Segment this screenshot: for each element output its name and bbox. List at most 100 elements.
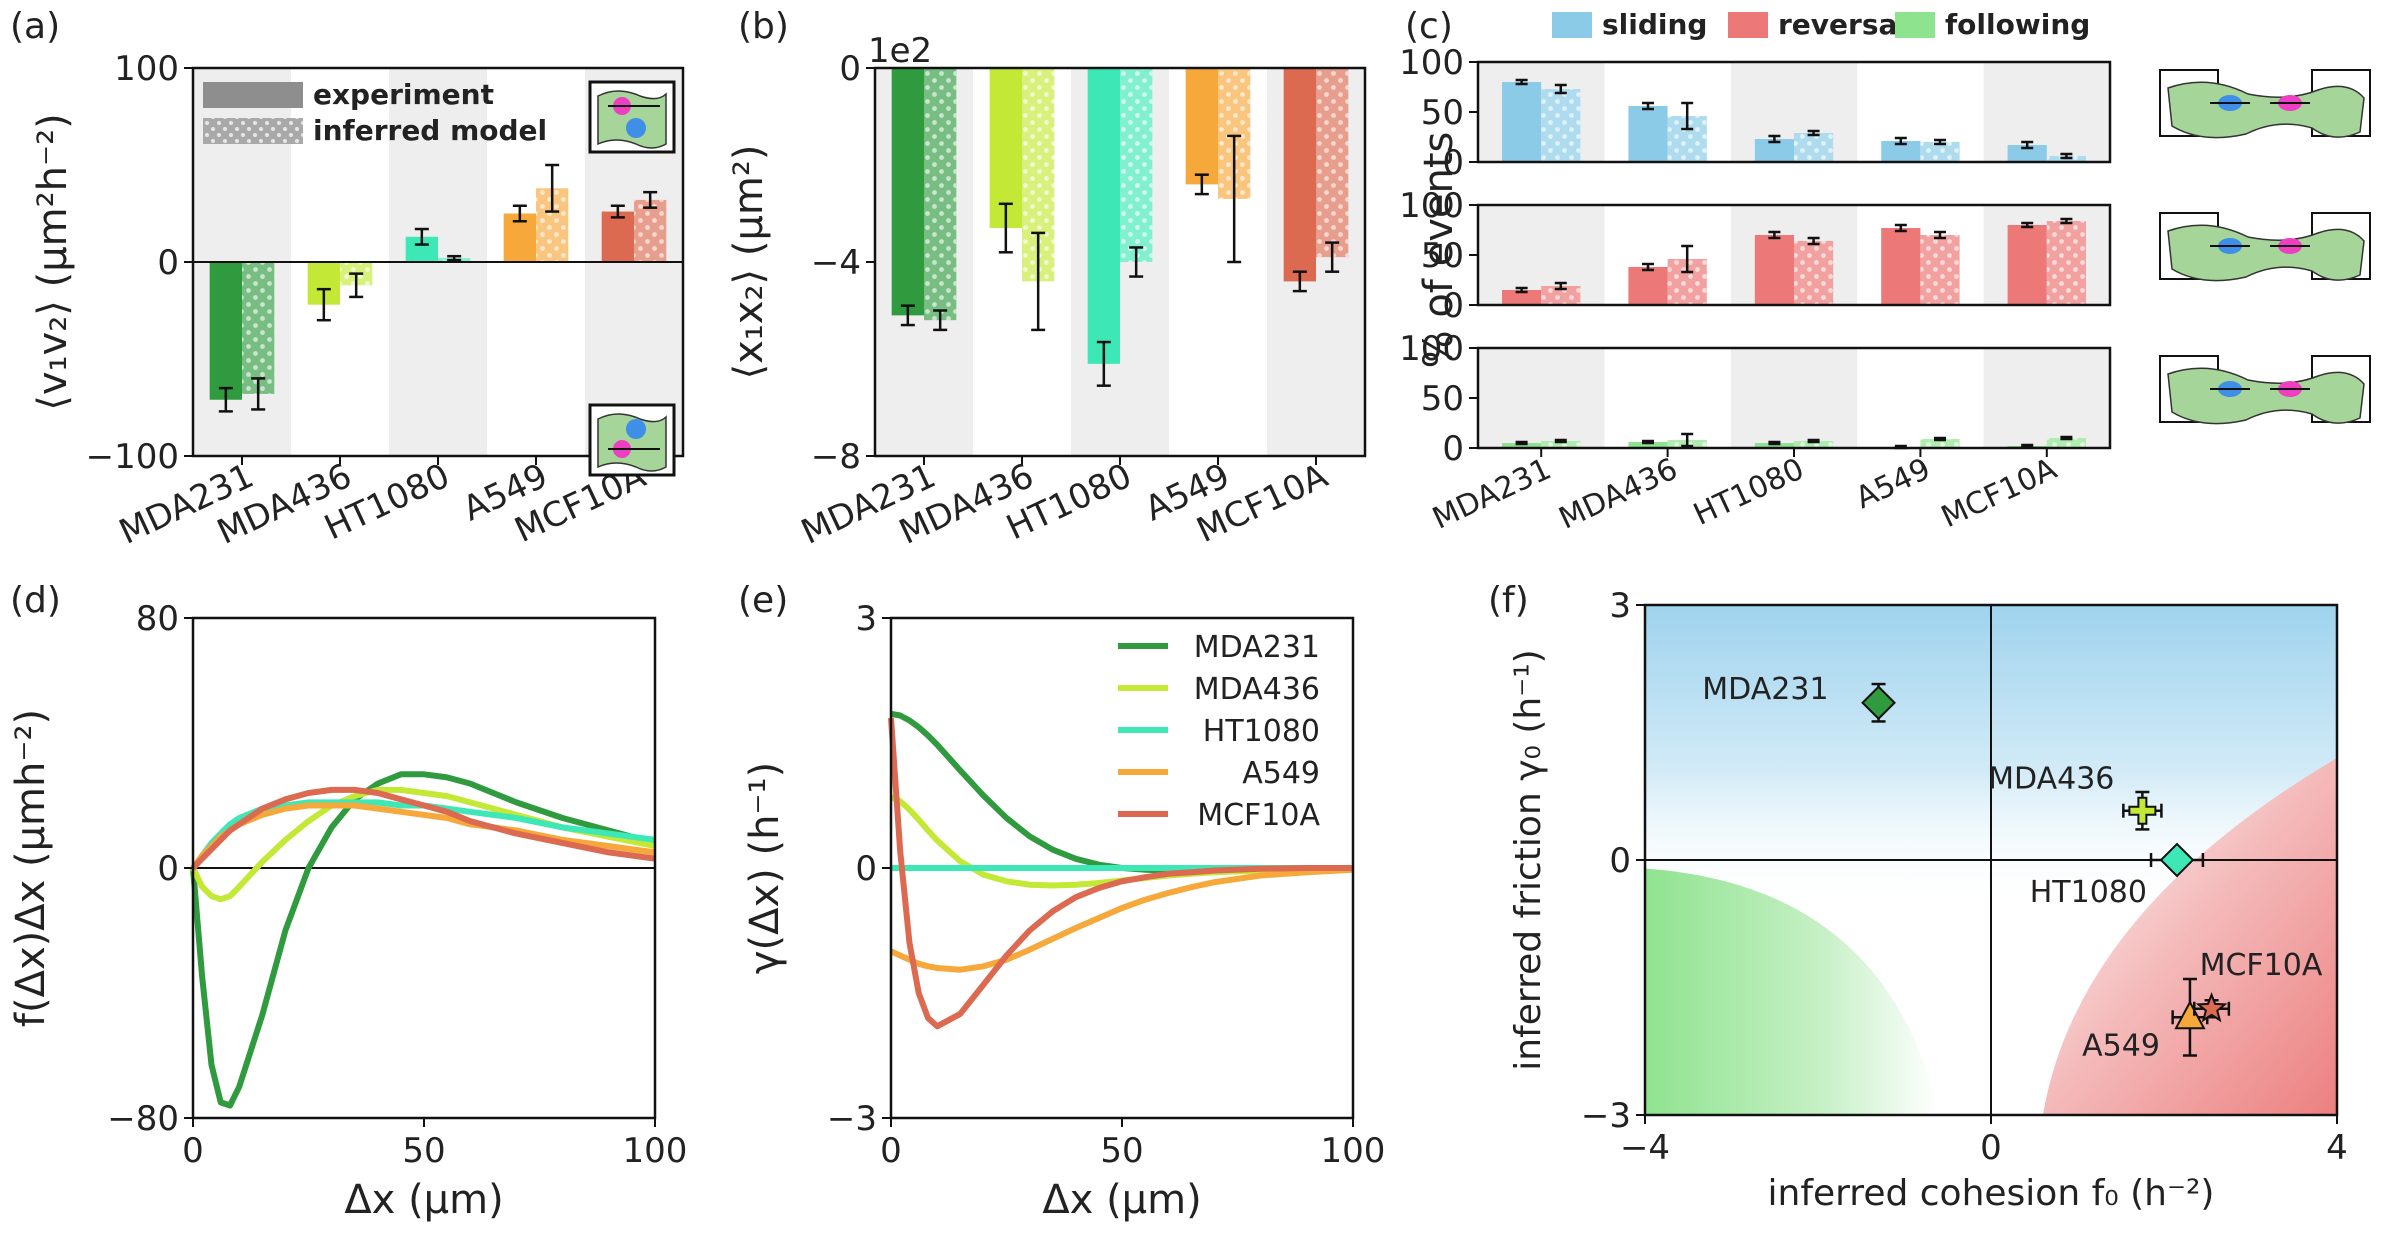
cell-shape [2167,367,2365,425]
bg-band [1983,348,2110,448]
legend-swatch-model [203,118,303,144]
y-axis-label: inferred friction γ₀ (h⁻¹) [1508,649,1549,1070]
line-MDA231 [190,771,656,1109]
ytick: 50 [1421,93,1464,133]
bar-sliding-HT1080-experiment [1754,139,1794,162]
bar-sliding-MDA436-experiment [1628,106,1668,162]
panel-label-b: (b) [738,6,789,47]
bg-band [1730,348,1858,448]
panel-c-chart: sliding reversal following0501000501000501… [1399,8,2371,537]
bar-HT1080-model-dots [1120,68,1153,262]
region-reversal [2042,758,2337,1115]
xtick: 100 [1321,1131,1386,1171]
panel-label-d: (d) [10,580,61,621]
xtick-MCF10A: MCF10A [1936,451,2063,535]
xtick: 0 [1980,1128,2002,1168]
bg-band [1983,62,2110,162]
ytick: 0 [157,243,179,283]
xtick: 0 [880,1131,902,1171]
legend-swatch-reversal [1728,12,1768,38]
bar-MCF10A-model-dots [1316,68,1349,258]
legend-label-reversal: reversal [1778,8,1907,41]
point-label-HT1080: HT1080 [2030,875,2147,910]
point-label-MDA231: MDA231 [1702,672,1828,707]
ytick: 3 [855,599,877,639]
bar-following-MDA231-experiment [1502,443,1542,448]
xtick-HT1080: HT1080 [1688,452,1809,533]
bar-reversal-A549-model-dots [1920,235,1960,305]
x-axis-label: Δx (μm) [1042,1177,1201,1223]
bar-sliding-HT1080-model-dots [1794,133,1834,162]
ytick: 0 [1442,143,1464,183]
bar-sliding-A549-experiment [1881,141,1921,162]
legend-label-MCF10A: MCF10A [1197,798,1320,833]
bar-following-MDA231-model-dots [1541,441,1581,448]
point-label-A549: A549 [2082,1028,2160,1063]
marker-MDA436 [2128,796,2157,825]
y-axis-label: γ(Δx) (h⁻¹) [742,762,788,974]
y-axis-label: ⟨v₁v₂⟩ (μm²h⁻²) [30,113,76,411]
xtick-A549: A549 [1850,452,1935,517]
legend-label-following: following [1945,8,2090,41]
panel-label-c: (c) [1405,6,1453,47]
bar-MDA231-model-dots [242,262,275,394]
bg-band [1478,348,1605,448]
bar-following-MDA436-experiment [1628,442,1668,448]
ytick: 50 [1421,236,1464,276]
legend-label-model: inferred model [313,114,547,147]
x-axis-label: Δx (μm) [344,1177,503,1223]
ytick: 100 [1399,186,1464,226]
legend-swatch-following [1895,12,1935,38]
xtick-MDA436: MDA436 [1554,452,1683,537]
bar-MCF10A-experiment [1283,68,1316,282]
ytick: −3 [827,1099,877,1139]
legend-swatch-sliding [1552,12,1592,38]
ytick: 50 [1421,379,1464,419]
line-A549 [889,866,1354,973]
bar-reversal-HT1080-experiment [1754,235,1794,305]
legend-label-experiment: experiment [313,78,494,111]
cell-nucleus [626,118,646,138]
x-axis-label: inferred cohesion f₀ (h⁻²) [1768,1173,2215,1214]
ytick: 100 [114,49,179,89]
ytick: 100 [1399,43,1464,83]
legend-label-MDA436: MDA436 [1194,672,1320,707]
cell-shape [2167,224,2365,282]
ytick: 80 [136,599,179,639]
bar-sliding-MDA231-experiment [1502,82,1542,162]
bar-MDA231-experiment [891,68,924,316]
legend-label-sliding: sliding [1602,8,1707,41]
ytick: 0 [1442,429,1464,469]
bar-HT1080-experiment [1087,68,1120,364]
y-scale-label: 1e2 [868,31,932,71]
y-axis-label: f(Δx)Δx (μmh⁻²) [8,709,54,1027]
region-following [1645,868,1940,1115]
cell-shape [2167,81,2365,139]
line-HT1080 [190,799,656,870]
bar-MDA436-experiment [989,68,1022,229]
panel-label-a: (a) [10,6,60,47]
panel-f-chart: −3 0 3 −4 0 4 inferred cohesion f₀ (h⁻²) inferr… [1508,586,2348,1214]
bar-following-HT1080-experiment [1754,443,1794,448]
xtick: −4 [1620,1128,1670,1168]
panel-label-e: (e) [738,580,788,621]
bar-reversal-HT1080-model-dots [1794,241,1834,305]
bar-MDA231-experiment [209,262,242,400]
bar-reversal-MCF10A-experiment [2007,225,2047,305]
legend-label-MDA231: MDA231 [1194,630,1320,665]
bar-reversal-MCF10A-model-dots [2046,221,2086,305]
xtick: 4 [2326,1128,2348,1168]
ytick: 0 [839,49,861,89]
line-MDA436 [190,786,656,903]
y-axis-label: % of events [1416,132,1462,369]
panel-label-f: (f) [1488,580,1529,621]
bar-reversal-A549-experiment [1881,228,1921,305]
bar-sliding-MDA231-model-dots [1541,89,1581,162]
point-label-MDA436: MDA436 [1988,762,2114,797]
bar-A549-experiment [1185,68,1218,185]
point-label-MCF10A: MCF10A [2200,948,2323,983]
ytick: −100 [86,437,179,477]
ytick: 0 [1609,841,1631,881]
